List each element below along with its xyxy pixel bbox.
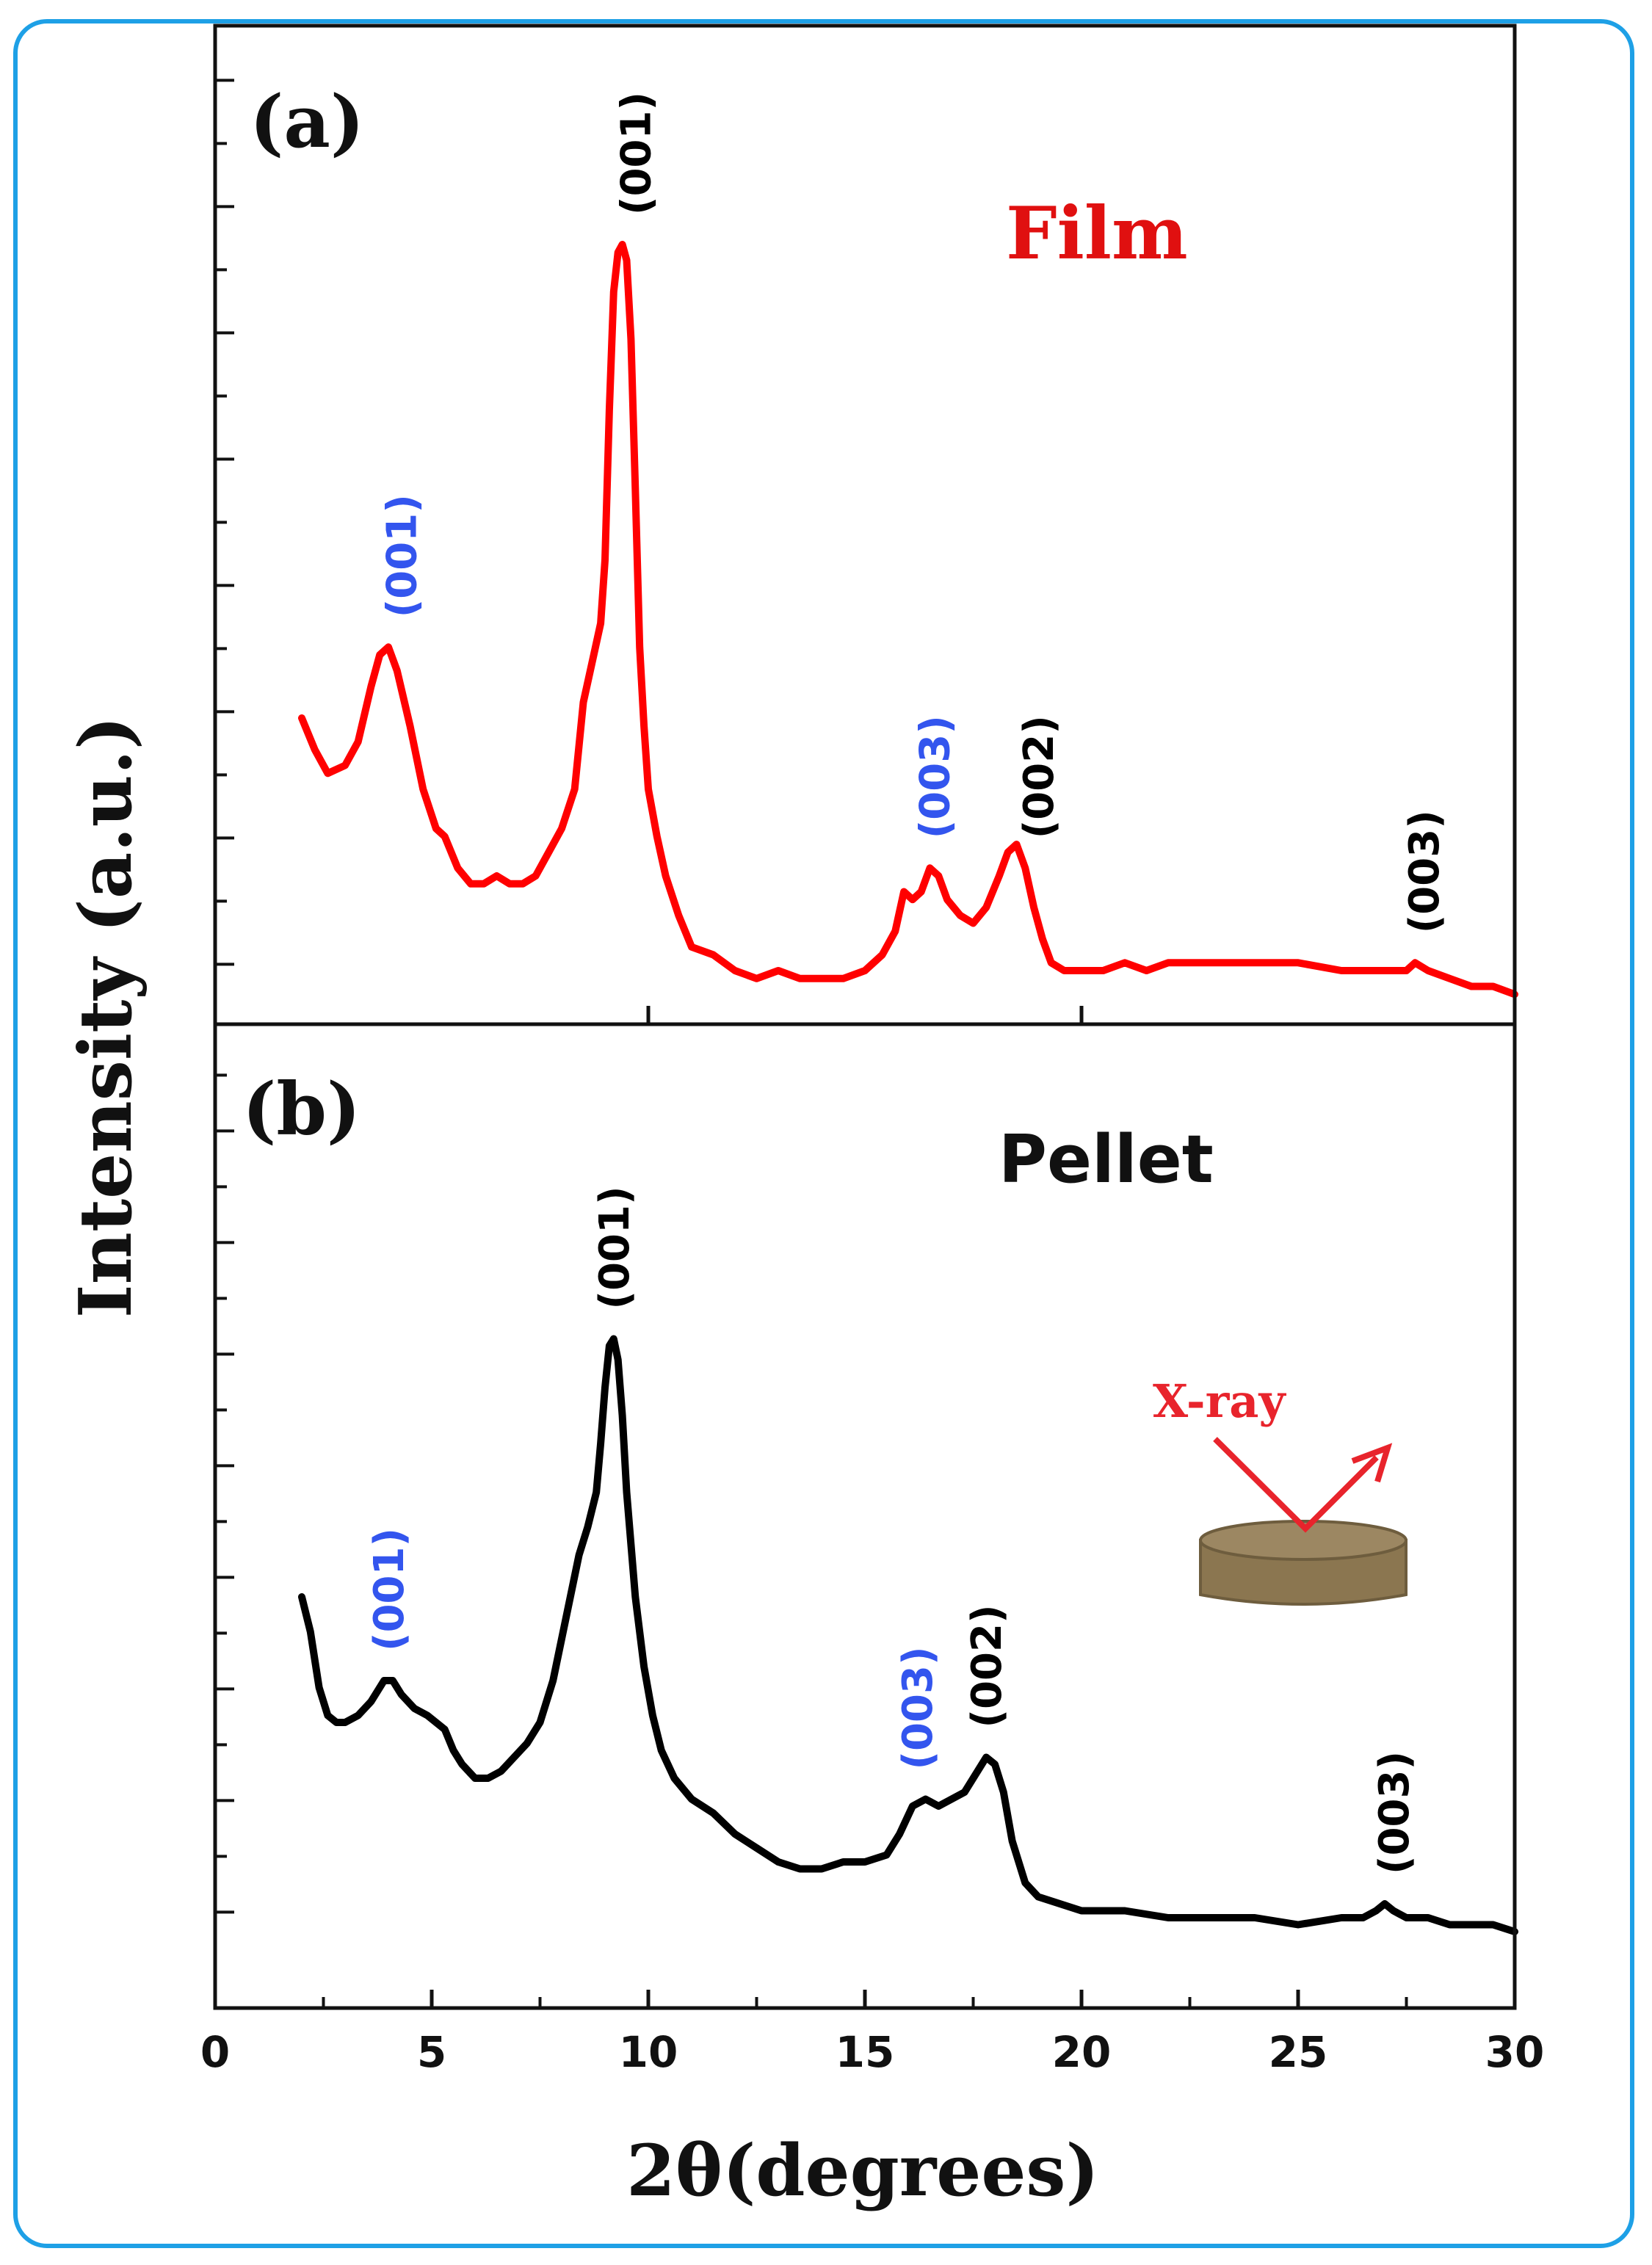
- peak-label-a-2: (003): [911, 715, 959, 838]
- x-tick-label-5: 5: [417, 2027, 446, 2077]
- peak-label-a-4: (003): [1401, 810, 1449, 933]
- peak-label-b-4: (003): [1371, 1751, 1419, 1874]
- x-tick-label-15: 15: [836, 2027, 895, 2077]
- peak-label-b-1: (001): [591, 1186, 639, 1309]
- panel-a-label: (a): [250, 80, 364, 164]
- x-tick-label-25: 25: [1269, 2027, 1328, 2077]
- film-sample-label: Film: [1006, 192, 1188, 276]
- pellet-disc-top: [1199, 1520, 1408, 1561]
- pellet-xrd-curve: [298, 1335, 1518, 1935]
- curves: [298, 241, 1518, 1935]
- peak-labels: (001) (001) (003) (002) (003) (001) (001) (003)…: [366, 92, 1449, 1874]
- peak-label-b-2: (003): [894, 1646, 942, 1769]
- x-axis-title: 2θ(degrees): [626, 2129, 1099, 2212]
- pellet-inset: X-ray: [1153, 1374, 1408, 1606]
- pellet-sample-label: Pellet: [999, 1121, 1214, 1198]
- film-xrd-curve: [298, 241, 1518, 999]
- x-tick-label-0: 0: [200, 2027, 230, 2077]
- peak-label-a-0: (001): [379, 494, 427, 617]
- y-axis-title: Intensity (a.u.): [64, 716, 148, 1318]
- xray-label: X-ray: [1153, 1374, 1286, 1428]
- peak-label-a-3: (002): [1015, 715, 1063, 838]
- figure-border: [13, 19, 1634, 2248]
- axis-ticks: 0 5 10 15 20 25 30: [200, 79, 1545, 2077]
- peak-label-b-0: (001): [366, 1528, 413, 1651]
- x-tick-label-10: 10: [619, 2027, 678, 2077]
- plot-frame: [213, 23, 1517, 2010]
- x-tick-label-30: 30: [1485, 2027, 1545, 2077]
- xray-beam: [1213, 1437, 1379, 1533]
- peak-label-a-1: (001): [612, 92, 660, 215]
- panel-b-label: (b): [242, 1068, 361, 1152]
- peak-label-b-3: (002): [963, 1604, 1011, 1728]
- x-tick-label-20: 20: [1052, 2027, 1112, 2077]
- xray-arrowhead: [1351, 1443, 1393, 1483]
